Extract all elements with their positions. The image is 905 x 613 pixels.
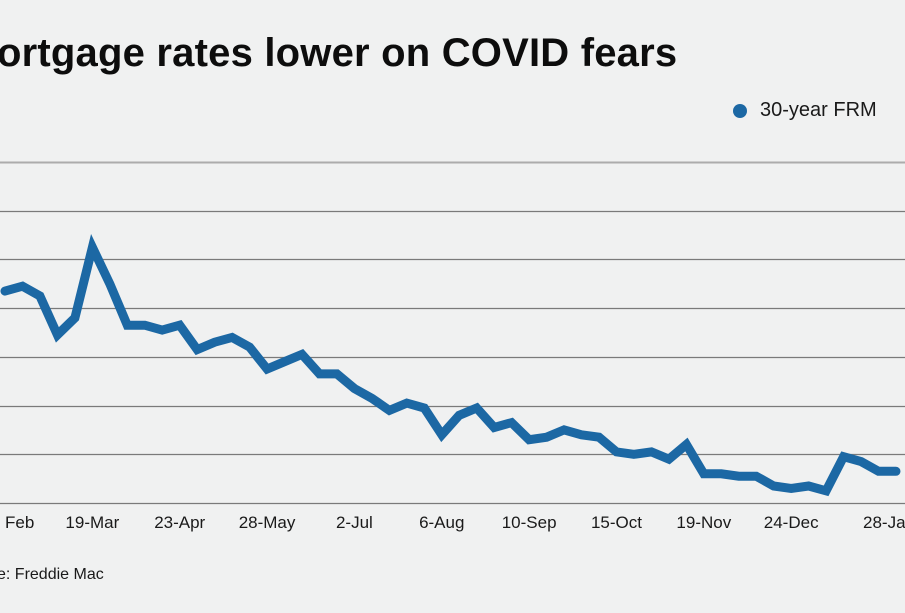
x-tick-label: 2-Jul — [336, 513, 373, 532]
x-tick-label: 15-Oct — [591, 513, 642, 532]
x-tick-label: 6-Aug — [419, 513, 464, 532]
series-30-year-frm — [0, 234, 901, 497]
x-axis-labels: Feb 19-Mar 23-Apr 28-May 2-Jul 6-Aug 10-Sep 15-… — [5, 513, 905, 532]
series-line — [0, 234, 901, 497]
x-tick-label: 28-May — [239, 513, 296, 532]
x-tick-label: 23-Apr — [154, 513, 205, 532]
x-tick-label: Feb — [5, 513, 34, 532]
x-tick-label: 28-Ja — [863, 513, 905, 532]
legend: 30-year FRM — [733, 99, 877, 122]
source-note: e: Freddie Mac — [0, 566, 104, 583]
x-tick-label: 10-Sep — [502, 513, 557, 532]
chart-title: ortgage rates lower on COVID fears — [0, 31, 678, 75]
gridlines — [0, 161, 905, 505]
legend-label: 30-year FRM — [760, 99, 877, 121]
x-tick-label: 19-Mar — [65, 513, 119, 532]
legend-marker-icon — [733, 103, 747, 118]
x-tick-label: 24-Dec — [764, 513, 819, 532]
x-tick-label: 19-Nov — [676, 513, 731, 532]
